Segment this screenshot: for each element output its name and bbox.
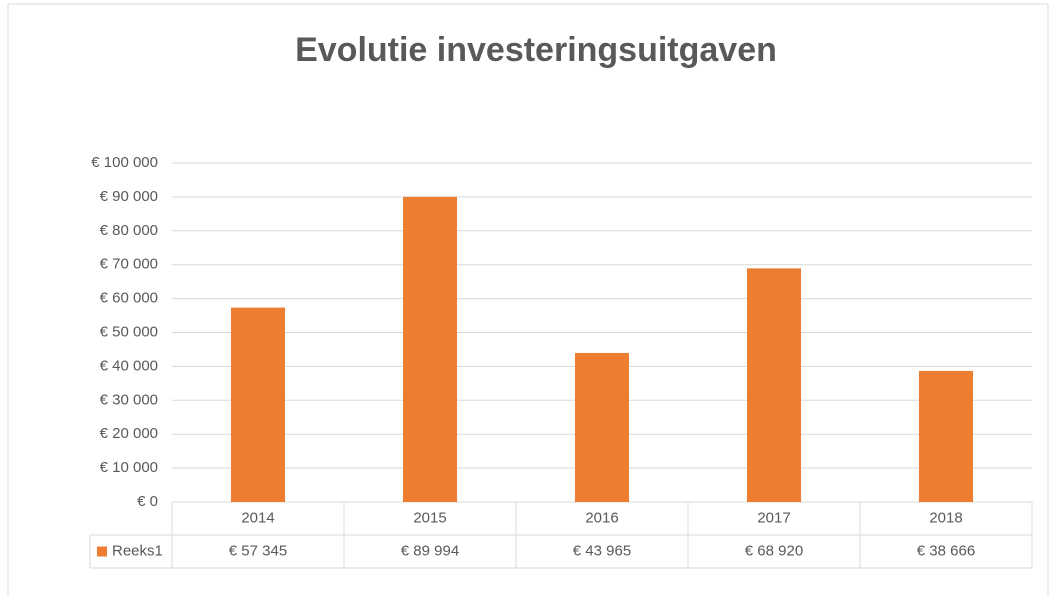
table-value: € 57 345 [229,542,287,559]
bar [747,268,801,502]
legend-label: Reeks1 [112,542,163,559]
bar [575,352,629,502]
legend-key [97,546,107,557]
y-tick-label: € 30 000 [100,391,158,408]
chart-frame [7,3,1049,595]
bar [403,196,457,502]
x-tick-label: 2014 [241,509,274,526]
y-tick-label: € 60 000 [100,290,158,307]
y-tick-label: € 50 000 [100,323,158,340]
table-value: € 89 994 [401,542,459,559]
table-value: € 43 965 [573,542,631,559]
y-tick-label: € 40 000 [100,357,158,374]
x-tick-label: 2015 [413,509,446,526]
table-value: € 68 920 [745,542,803,559]
x-tick-label: 2016 [585,509,618,526]
y-tick-label: € 70 000 [100,256,158,273]
y-tick-label: € 100 000 [91,154,158,171]
bar [231,307,285,502]
y-tick-label: € 80 000 [100,222,158,239]
y-tick-label: € 0 [137,493,158,510]
bar [919,370,973,502]
table-value: € 38 666 [917,542,975,559]
chart-title: Evolutie investeringsuitgaven [295,31,777,69]
y-tick-label: € 10 000 [100,459,158,476]
y-tick-label: € 90 000 [100,188,158,205]
y-tick-label: € 20 000 [100,425,158,442]
x-tick-label: 2017 [757,509,790,526]
x-tick-label: 2018 [929,509,962,526]
